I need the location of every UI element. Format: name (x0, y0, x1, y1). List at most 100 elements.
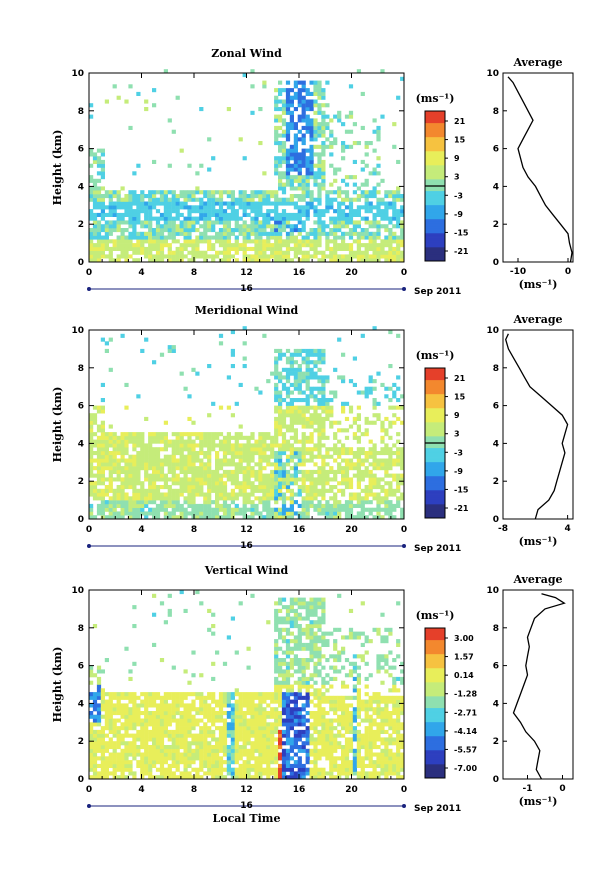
heatmap-cell (116, 726, 121, 731)
heatmap-cell (297, 186, 302, 191)
heatmap-cell (274, 511, 279, 516)
heatmap-cell (242, 209, 247, 214)
heatmap-cell (392, 503, 397, 508)
heatmap-cell (278, 485, 283, 490)
heatmap-cell (341, 375, 346, 380)
heatmap-cell (301, 360, 306, 365)
heatmap-cell (199, 451, 204, 456)
heatmap-cell (297, 707, 302, 712)
heatmap-cell (305, 129, 310, 134)
heatmap-cell (242, 760, 247, 765)
heatmap-cell (317, 201, 322, 206)
heatmap-cell (384, 201, 389, 206)
heatmap-cell (155, 733, 161, 738)
heatmap-cell (100, 703, 105, 708)
heatmap-cell (183, 745, 188, 750)
heatmap-cell (388, 511, 393, 516)
heatmap-cell (96, 171, 102, 176)
heatmap-cell (364, 250, 369, 255)
profile-y-tick-label: 2 (493, 220, 499, 230)
heatmap-cell (266, 748, 271, 753)
heatmap-cell (179, 224, 184, 229)
heatmap-cell (179, 228, 184, 233)
heatmap-cell (250, 466, 255, 471)
heatmap-cell (211, 733, 216, 738)
heatmap-cell (136, 763, 141, 768)
heatmap-cell (112, 726, 117, 731)
heatmap-cell (392, 235, 397, 240)
heatmap-cell (266, 711, 271, 716)
heatmap-cell (89, 737, 94, 742)
colorbar-segment (425, 214, 445, 217)
heatmap-cell (132, 171, 137, 176)
heatmap-cell (120, 760, 125, 765)
heatmap-cell (211, 477, 216, 482)
colorbar-segment (425, 499, 445, 502)
heatmap-cell (266, 477, 271, 482)
heatmap-cell (187, 243, 192, 248)
heatmap-cell (183, 488, 188, 493)
heatmap-cell (364, 209, 369, 214)
heatmap-cell (155, 695, 161, 700)
heatmap-cell (250, 190, 255, 195)
heatmap-cell (301, 473, 306, 478)
y-tick-label: 8 (78, 364, 84, 374)
heatmap-cell (96, 718, 102, 723)
heatmap-cell (152, 612, 157, 617)
heatmap-cell (242, 356, 247, 361)
heatmap-cell (128, 507, 133, 512)
heatmap-cell (301, 84, 306, 89)
heatmap-cell (195, 371, 200, 376)
heatmap-cell (285, 752, 291, 757)
heatmap-cell (293, 597, 298, 602)
colorbar-segment (425, 438, 445, 442)
heatmap-cell (226, 447, 231, 452)
heatmap-cell (396, 473, 401, 478)
heatmap-cell (372, 220, 377, 225)
heatmap-cell (329, 507, 334, 512)
heatmap-cell (281, 110, 287, 115)
heatmap-cell (305, 439, 310, 444)
heatmap-cell (364, 432, 369, 437)
heatmap-cell (230, 729, 235, 734)
heatmap-cell (309, 488, 314, 493)
heatmap-cell (337, 375, 342, 380)
heatmap-cell (132, 752, 137, 757)
heatmap-cell (348, 405, 354, 410)
heatmap-cell (183, 767, 188, 772)
heatmap-cell (183, 220, 188, 225)
heatmap-cell (195, 511, 200, 516)
heatmap-cell (234, 451, 239, 456)
heatmap-cell (234, 767, 239, 772)
heatmap-cell (234, 722, 239, 727)
heatmap-cell (155, 737, 161, 742)
heatmap-cell (218, 243, 224, 248)
heatmap-cell (187, 458, 192, 463)
heatmap-cell (274, 371, 279, 376)
heatmap-cell (254, 496, 259, 501)
heatmap-cell (124, 239, 129, 244)
heatmap-cell (128, 84, 133, 89)
heatmap-cell (148, 756, 153, 761)
heatmap-cell (104, 477, 109, 482)
heatmap-cell (100, 741, 105, 746)
heatmap-cell (187, 726, 192, 731)
heatmap-cell (333, 190, 338, 195)
heatmap-cell (167, 737, 172, 742)
heatmap-cell (222, 775, 228, 780)
heatmap-cell (289, 503, 294, 508)
heatmap-cell (89, 235, 94, 240)
heatmap-cell (281, 477, 287, 482)
heatmap-cell (400, 194, 405, 199)
colorbar-segment (425, 200, 445, 203)
heatmap-cell (278, 258, 283, 263)
heatmap-cell (285, 767, 291, 772)
heatmap-cell (242, 201, 247, 206)
heatmap-cell (289, 367, 294, 372)
heatmap-cell (222, 503, 228, 508)
heatmap-cell (325, 224, 330, 229)
heatmap-cell (234, 733, 239, 738)
heatmap-cell (301, 507, 306, 512)
heatmap-cell (199, 443, 204, 448)
heatmap-cell (100, 507, 105, 512)
